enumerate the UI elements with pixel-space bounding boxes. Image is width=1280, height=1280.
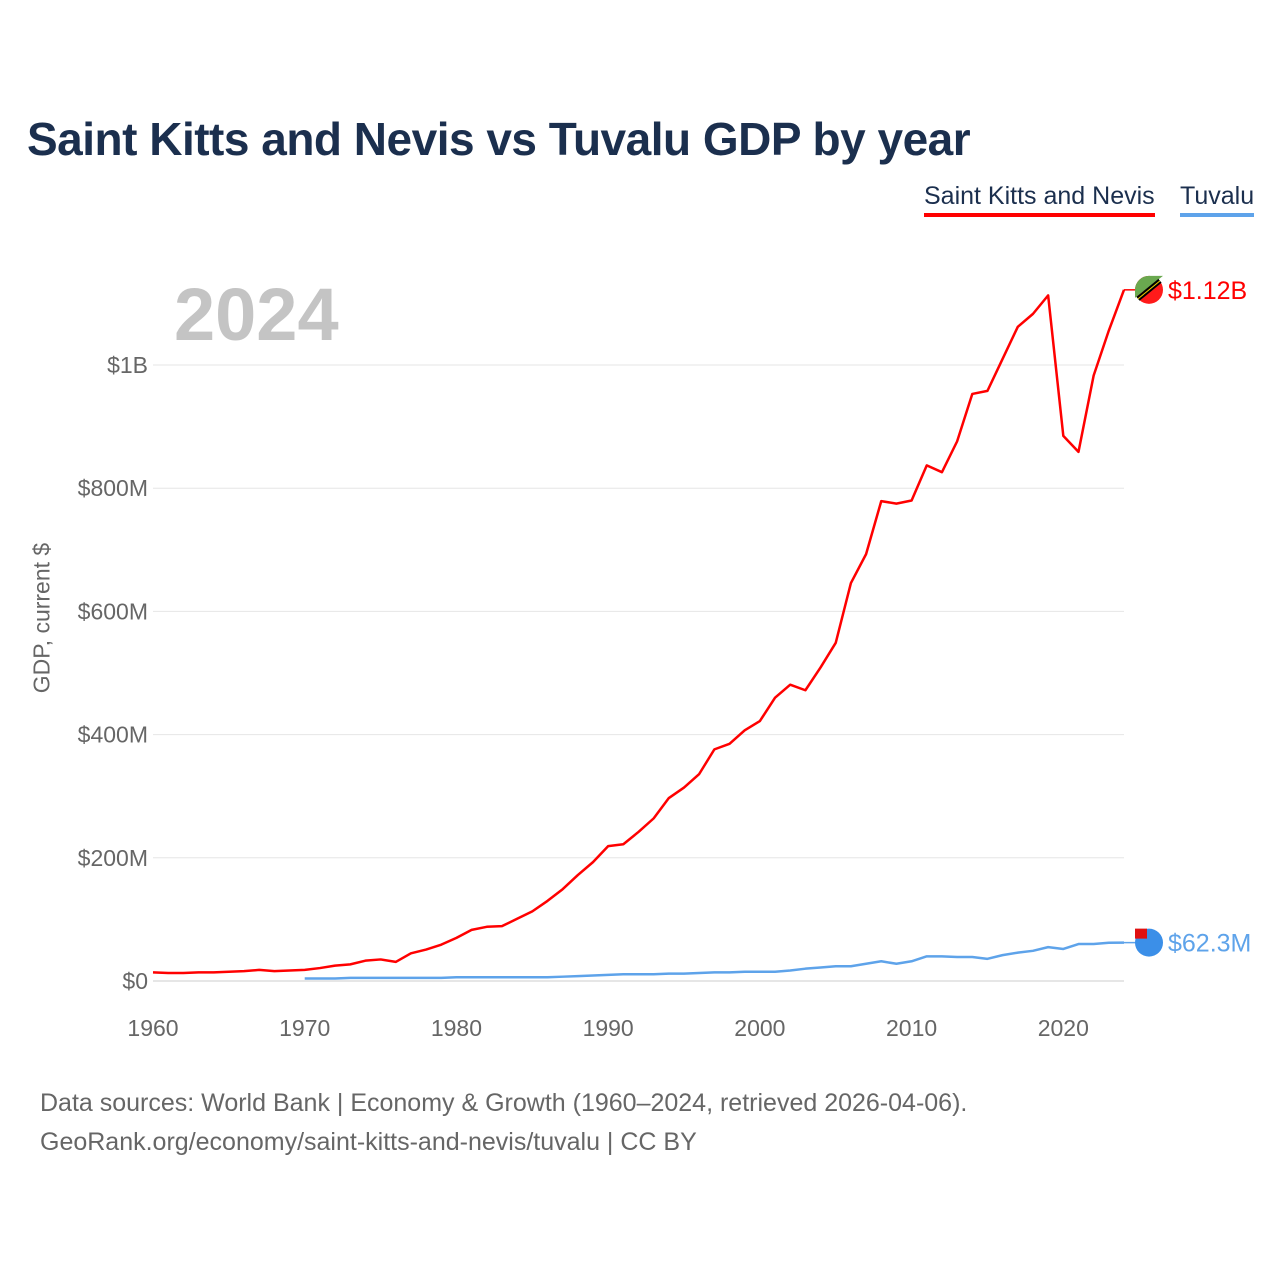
end-value-label: $1.12B xyxy=(1168,277,1247,305)
x-tick-label: 2020 xyxy=(1038,1015,1089,1041)
x-tick-label: 1980 xyxy=(431,1015,482,1041)
y-tick-label: $400M xyxy=(78,722,148,748)
chart-title: Saint Kitts and Nevis vs Tuvalu GDP by y… xyxy=(27,113,971,165)
y-tick-label: $600M xyxy=(78,598,148,624)
legend-saint-kitts-and-nevis[interactable]: Saint Kitts and Nevis xyxy=(924,182,1155,217)
x-tick-label: 1990 xyxy=(583,1015,634,1041)
x-tick-label: 1970 xyxy=(279,1015,330,1041)
footer-link[interactable]: GeoRank.org/economy/saint-kitts-and-nevi… xyxy=(40,1128,697,1156)
series-line-tuvalu xyxy=(304,941,1125,980)
end-value-label: $62.3M xyxy=(1168,930,1251,958)
y-tick-label: $0 xyxy=(122,968,148,994)
x-tick-label: 2000 xyxy=(734,1015,785,1041)
x-tick-label: 1960 xyxy=(127,1015,178,1041)
footer-sources: Data sources: World Bank | Economy & Gro… xyxy=(40,1089,968,1117)
y-tick-label: $800M xyxy=(78,475,148,501)
flag-canton xyxy=(1135,928,1147,939)
footer: Data sources: World Bank | Economy & Gro… xyxy=(40,1084,967,1162)
x-tick-label: 2010 xyxy=(886,1015,937,1041)
y-tick-label: $1B xyxy=(107,352,148,378)
legend-tuvalu[interactable]: Tuvalu xyxy=(1180,182,1255,217)
year-label: 2024 xyxy=(174,273,339,356)
series-line-saint-kitts-and-nevis xyxy=(152,289,1126,975)
flag-band-edge xyxy=(1137,280,1161,300)
y-tick-label: $200M xyxy=(78,845,148,871)
